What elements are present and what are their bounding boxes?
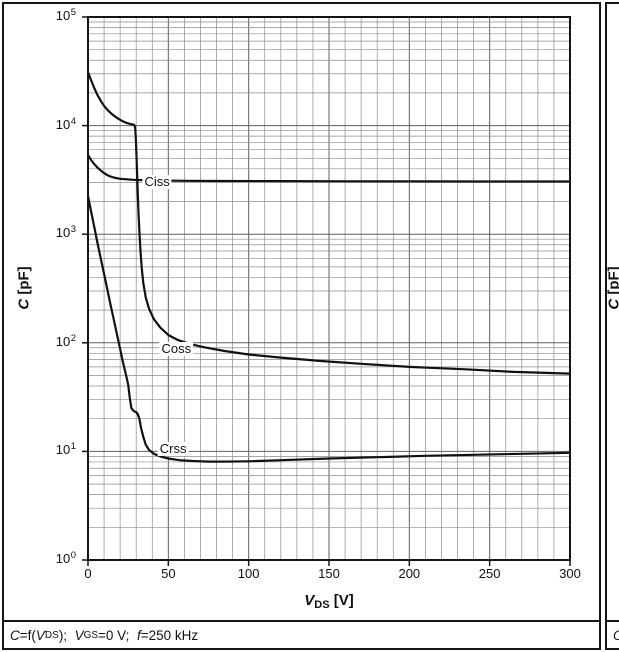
- figure-caption: C =f(V DS); V GS =0 V; f =250 kHz: [4, 620, 599, 648]
- y-tick: 103: [30, 224, 76, 241]
- curve-label-ciss: Ciss: [142, 174, 172, 190]
- y-tick-label: 10: [55, 8, 71, 23]
- x-tick-label: 150: [318, 566, 340, 581]
- y-tick: 105: [30, 7, 76, 23]
- y-tick-label: 10: [55, 116, 71, 132]
- y-tick-exponent: 2: [70, 332, 76, 344]
- y-tick-exponent: 0: [70, 550, 76, 561]
- text-segment: C: [15, 298, 33, 310]
- y-tick-label: 10: [55, 225, 71, 241]
- text-segment: =250 kHz: [140, 627, 199, 643]
- y-tick: 102: [30, 332, 76, 349]
- y-tick: 100: [30, 550, 76, 566]
- text-segment: C: [606, 299, 619, 310]
- capacitance-figure: C [pF] VDS [V] 0 50 100 150 200 250 300 100 101 1…: [2, 2, 601, 650]
- y-tick: 104: [30, 115, 76, 132]
- text-segment: DS: [314, 599, 330, 611]
- x-tick-label: 250: [478, 566, 501, 581]
- y-tick-exponent: 1: [70, 441, 76, 453]
- text-segment: DS: [44, 629, 59, 641]
- curve-ciss: [86, 154, 572, 183]
- capacitance-plot: [82, 16, 572, 566]
- y-tick-exponent: 5: [70, 7, 76, 18]
- y-tick-label: 10: [55, 333, 71, 349]
- x-tick-label: 0: [84, 566, 92, 581]
- y-axis-label: C [pF]: [16, 266, 33, 309]
- text-segment: [V]: [329, 592, 354, 609]
- y-tick-exponent: 4: [70, 115, 76, 127]
- text-segment: V: [304, 592, 315, 609]
- text-segment: GS: [83, 629, 99, 641]
- x-tick-label: 100: [237, 566, 260, 581]
- adjacent-y-axis-label: C [pF]: [606, 266, 619, 309]
- text-segment: C: [613, 628, 619, 643]
- text-segment: V: [74, 627, 84, 643]
- curve-coss: [86, 71, 572, 375]
- text-segment: [pF]: [605, 266, 619, 295]
- y-tick-label: 10: [55, 551, 71, 566]
- x-axis-label: VDS [V]: [304, 592, 353, 611]
- text-segment: =0 V;: [98, 627, 137, 643]
- curve-crss: [86, 194, 572, 463]
- plot-border: [87, 16, 571, 561]
- adjacent-figure-caption: C: [607, 620, 619, 648]
- text-segment: V: [35, 627, 45, 643]
- y-tick-label: 10: [55, 442, 71, 458]
- x-tick-label: 200: [398, 566, 421, 581]
- text-segment: [pF]: [15, 266, 33, 299]
- curve-label-coss: Coss: [159, 340, 194, 356]
- y-tick-exponent: 3: [70, 224, 76, 236]
- curve-label-crss: Crss: [157, 441, 189, 457]
- y-tick: 101: [30, 441, 76, 458]
- x-tick-label: 50: [161, 566, 176, 581]
- text-segment: =f(: [19, 627, 36, 643]
- x-tick-label: 300: [559, 566, 581, 581]
- text-segment: );: [58, 627, 75, 643]
- text-segment: C: [10, 627, 20, 643]
- text-segment: f: [136, 627, 141, 643]
- chart-area: C [pF] VDS [V] 0 50 100 150 200 250 300 100 101 1…: [4, 4, 599, 620]
- adjacent-figure-sliver: C [pF] C: [605, 2, 619, 650]
